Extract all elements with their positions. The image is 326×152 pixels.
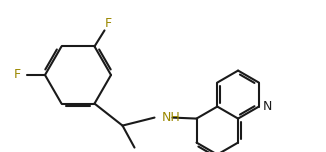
Text: NH: NH bbox=[161, 111, 180, 124]
Text: F: F bbox=[13, 69, 21, 81]
Text: F: F bbox=[105, 17, 112, 30]
Text: N: N bbox=[263, 100, 272, 113]
